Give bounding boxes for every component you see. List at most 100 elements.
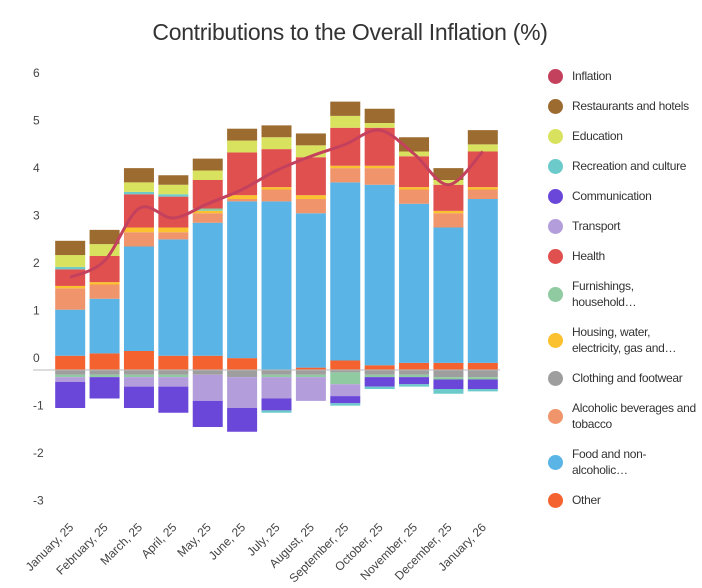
bar-segment	[123, 246, 154, 351]
bar-segment	[261, 398, 292, 411]
legend-item[interactable]: Food and non-alcoholic…	[548, 439, 698, 485]
bar-segment	[89, 370, 120, 375]
bar-segment	[55, 381, 86, 408]
bar-segment	[433, 379, 464, 389]
bar-segment	[364, 108, 395, 123]
bar-segment	[158, 377, 189, 387]
bar-segment	[330, 370, 361, 373]
bar-segment	[399, 203, 430, 363]
legend-item[interactable]: Other	[548, 485, 698, 515]
y-tick-label: -2	[33, 446, 44, 460]
legend-swatch	[548, 68, 563, 84]
bar-segment	[261, 370, 292, 375]
legend-item[interactable]: Inflation	[548, 61, 698, 91]
bar-segment	[433, 227, 464, 363]
legend-item[interactable]: Health	[548, 241, 698, 271]
legend-item[interactable]: Communication	[548, 181, 698, 211]
bar-segment	[467, 151, 498, 188]
legend-swatch	[548, 218, 563, 234]
bar-segment	[55, 374, 86, 378]
bar-segment	[295, 367, 326, 370]
legend-item[interactable]: Education	[548, 121, 698, 151]
legend-swatch	[548, 332, 563, 348]
bar-segment	[295, 377, 326, 401]
bar-segment	[295, 133, 326, 146]
bar-segment	[433, 377, 464, 380]
bar-segment	[158, 194, 189, 197]
bar-segment	[261, 377, 292, 399]
legend-swatch	[548, 188, 563, 204]
legend-label: Communication	[572, 189, 652, 203]
bar-segment	[123, 168, 154, 183]
bar-segment	[227, 140, 258, 153]
bar-segment	[192, 210, 223, 214]
bar-segment	[330, 372, 361, 385]
bar-segment	[467, 377, 498, 380]
legend-item[interactable]: Furnishings, household…	[548, 271, 698, 317]
bar-segment	[192, 208, 223, 211]
bar-segment	[158, 370, 189, 375]
bar-segment	[364, 377, 395, 387]
legend-item[interactable]: Recreation and culture	[548, 151, 698, 181]
bar-segment	[89, 377, 120, 399]
legend-label: Restaurants and hotels	[572, 99, 689, 113]
bar-segment	[330, 396, 361, 404]
line	[69, 128, 484, 279]
y-tick-label: 5	[33, 114, 40, 128]
bar-segment	[123, 374, 154, 378]
bar-segment	[433, 362, 464, 370]
legend-item[interactable]: Restaurants and hotels	[548, 91, 698, 121]
bar-segment	[123, 182, 154, 192]
bar-segment	[364, 165, 395, 169]
bar-segment	[123, 232, 154, 247]
bar-segment	[364, 365, 395, 370]
bar-segment	[158, 386, 189, 413]
bar-segment	[364, 123, 395, 128]
bar-segment	[89, 284, 120, 299]
legend-swatch	[548, 128, 563, 144]
bar-segment	[227, 358, 258, 370]
bar-segment	[433, 389, 464, 394]
legend-item[interactable]: Transport	[548, 211, 698, 241]
bar-segment	[55, 309, 86, 356]
y-tick-label: 0	[33, 351, 40, 365]
legend-item[interactable]: Housing, water, electricity, gas and…	[548, 317, 698, 363]
bar-segment	[227, 199, 258, 202]
bar-segment	[227, 377, 258, 408]
legend-swatch	[548, 370, 563, 386]
bar-segment	[295, 195, 326, 199]
bar-segment	[192, 370, 223, 375]
legend-swatch	[548, 98, 563, 114]
bar-segment	[89, 282, 120, 285]
bar-segment	[89, 374, 120, 378]
bar-segment	[399, 377, 430, 385]
bar-segment	[158, 196, 189, 228]
bar-segment	[192, 213, 223, 223]
bar-segment	[123, 227, 154, 233]
legend-item[interactable]: Clothing and footwear	[548, 363, 698, 393]
bar-segment	[364, 374, 395, 378]
legend-label: Food and non-alcoholic…	[572, 447, 647, 477]
bar-segment	[158, 355, 189, 370]
bar-segment	[433, 213, 464, 228]
bar-segment	[158, 184, 189, 195]
bar-segment	[123, 377, 154, 387]
bar-segment	[261, 149, 292, 188]
bar-segment	[227, 128, 258, 141]
legend-label: Clothing and footwear	[572, 371, 683, 385]
legend-label: Furnishings, household…	[572, 279, 637, 309]
bar-segment	[399, 362, 430, 370]
legend-item[interactable]: Alcoholic beverages and tobacco	[548, 393, 698, 439]
bar-segment	[123, 386, 154, 408]
bar-segment	[467, 144, 498, 152]
bar-segment	[467, 187, 498, 190]
bar-segment	[227, 408, 258, 432]
legend-label: Alcoholic beverages and tobacco	[572, 401, 696, 431]
bar-segment	[295, 370, 326, 375]
legend-label: Recreation and culture	[572, 159, 687, 173]
bar-segment	[295, 157, 326, 196]
y-tick-label: 6	[33, 66, 40, 80]
y-tick-label: 1	[33, 304, 40, 318]
legend-label: Other	[572, 493, 601, 507]
